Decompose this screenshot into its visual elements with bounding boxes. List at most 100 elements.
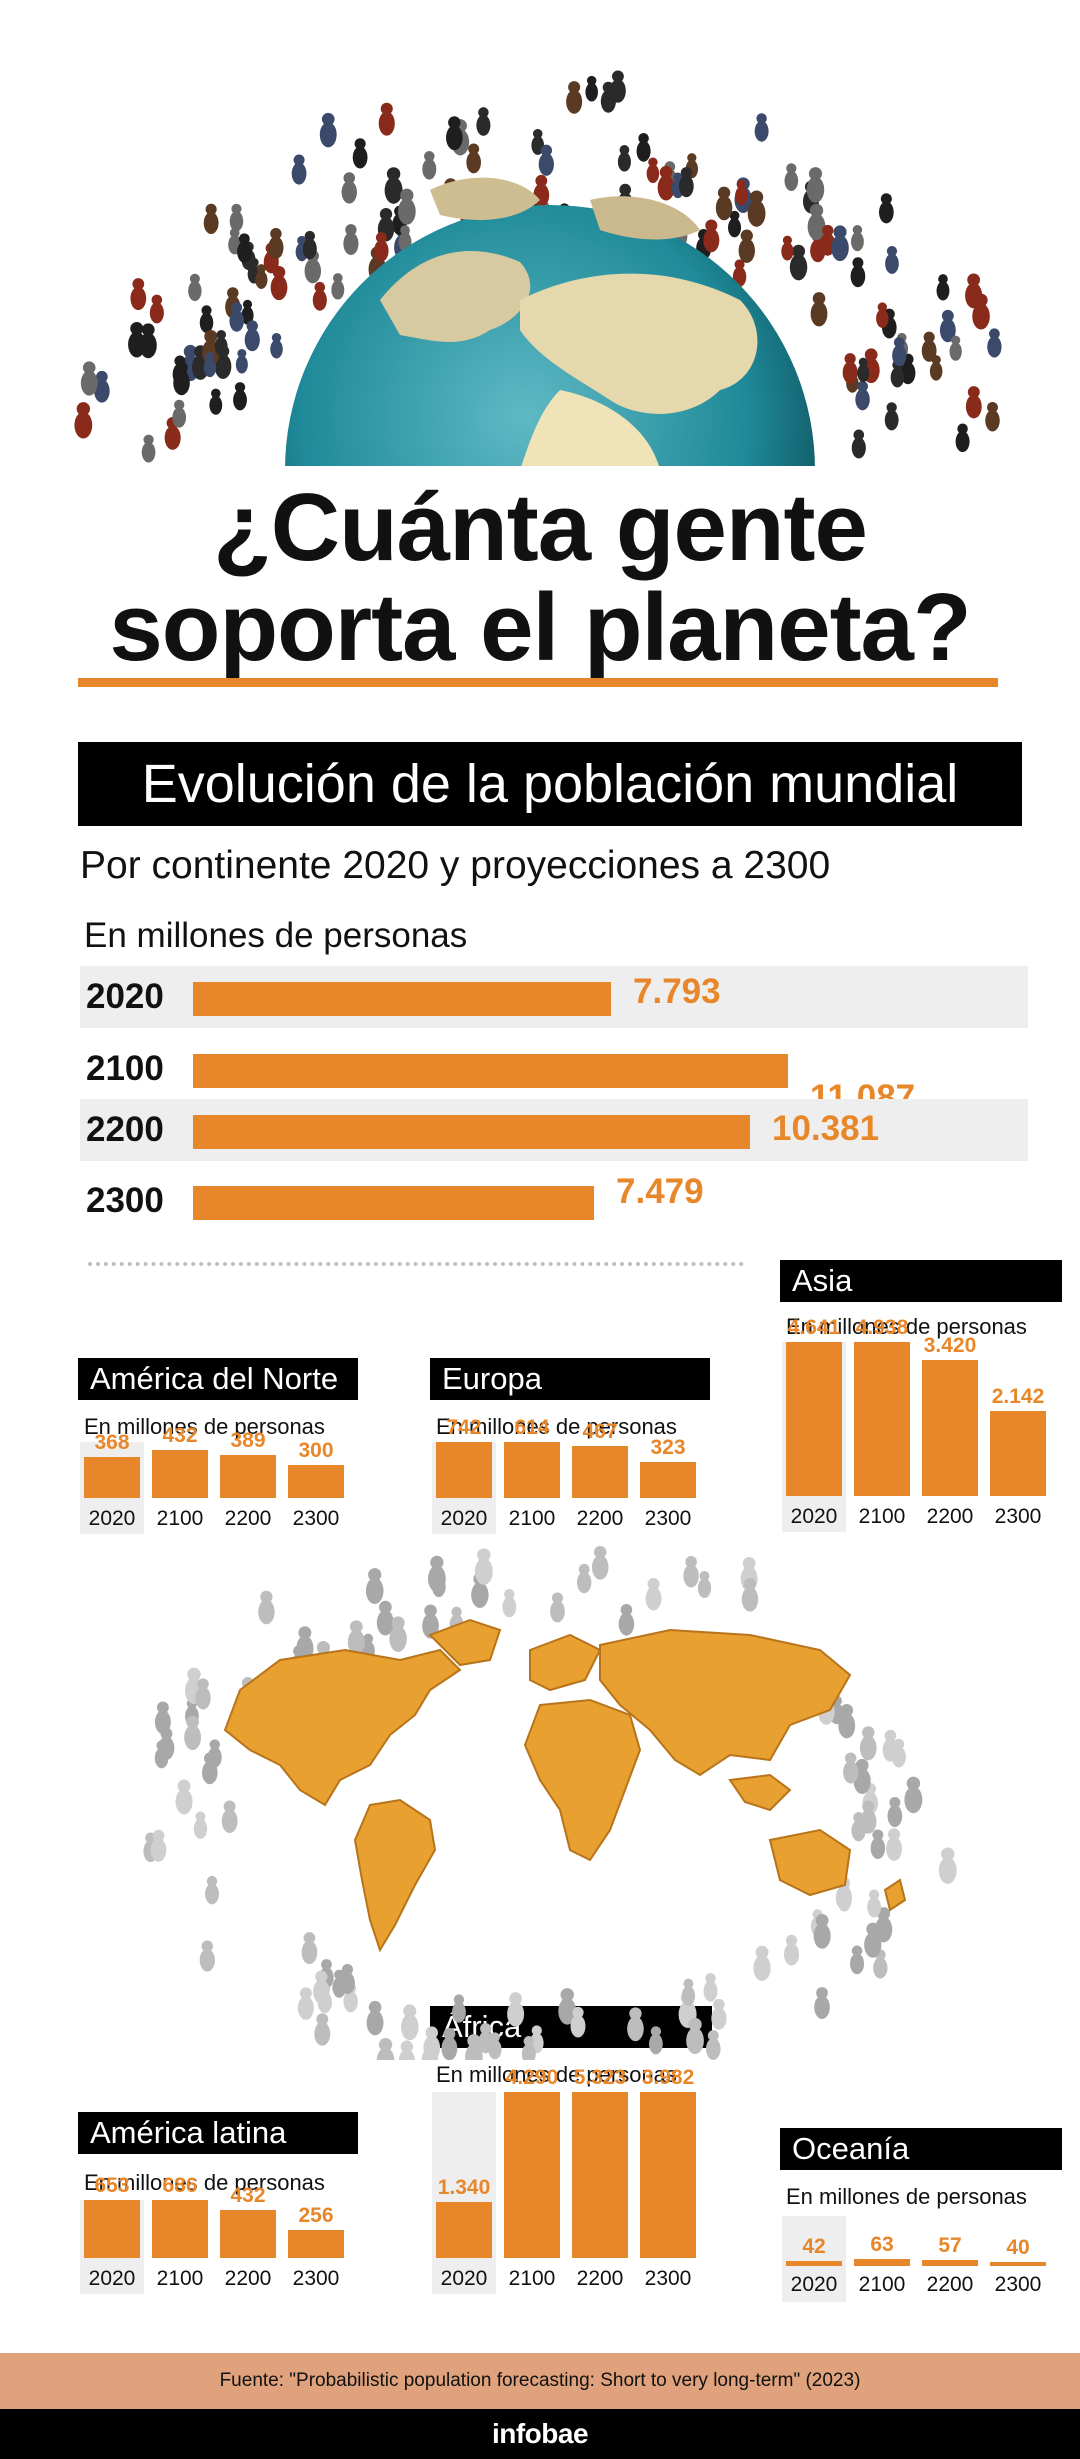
person-icon	[864, 1922, 882, 1958]
person-icon	[855, 380, 870, 411]
person-icon	[636, 132, 651, 162]
person-icon	[784, 163, 799, 192]
person-icon	[885, 246, 899, 274]
world-value-label: 10.381	[772, 1109, 880, 1148]
person-icon	[576, 1563, 592, 1594]
column-value-label: 4.290	[505, 2066, 559, 2089]
person-icon	[214, 329, 228, 356]
panel-unit-label: En millones de personas	[786, 1314, 1027, 1339]
person-icon	[301, 1932, 318, 1965]
person-icon	[891, 1738, 906, 1768]
person-icon	[985, 401, 1000, 432]
person-icon	[94, 370, 110, 403]
world-value-label: 7.479	[616, 1172, 704, 1211]
person-icon	[949, 335, 962, 361]
person-icon	[921, 331, 937, 362]
column-year-label: 2300	[994, 1505, 1042, 1528]
column-value-label: 653	[94, 2174, 130, 2197]
person-icon	[728, 210, 742, 238]
person-icon	[317, 1984, 332, 2014]
person-icon	[221, 1800, 238, 1833]
panel-europa: Europa En millones de personas 742 2020 614 2…	[430, 1358, 710, 1538]
column-value-label: 467	[582, 1420, 618, 1443]
column-value-label: 3.420	[923, 1334, 977, 1357]
person-icon	[184, 1715, 202, 1751]
person-icon	[476, 107, 491, 136]
person-icon	[703, 219, 720, 253]
world-bar	[193, 982, 611, 1016]
person-icon	[431, 1569, 446, 1598]
column-bar	[504, 2092, 560, 2258]
person-icon	[851, 429, 866, 459]
person-icon	[754, 113, 769, 142]
world-map-icon	[223, 1618, 907, 1953]
panel-title: América latina	[78, 2112, 358, 2154]
person-icon	[297, 1987, 314, 2020]
person-icon	[314, 2013, 331, 2046]
column-year-label: 2200	[926, 2273, 974, 2296]
person-icon	[618, 1604, 635, 1636]
person-icon	[130, 278, 147, 311]
person-icon	[965, 273, 983, 309]
person-icon	[446, 116, 463, 151]
person-icon	[302, 230, 317, 260]
person-icon	[237, 233, 252, 263]
column-year-label: 2200	[926, 1505, 974, 1528]
person-icon	[343, 224, 359, 256]
person-icon	[987, 328, 1002, 358]
person-icon	[886, 1828, 903, 1861]
person-icon	[465, 2034, 483, 2060]
panel-africa: ÁfricaEn millones de personas1.34020204.…	[430, 2006, 712, 2302]
person-icon	[703, 1973, 718, 2002]
person-icon	[850, 257, 866, 288]
column-bar	[436, 1442, 492, 1498]
person-icon	[617, 145, 631, 172]
column-year-label: 2100	[858, 2273, 906, 2296]
person-icon	[686, 2017, 704, 2054]
person-icon	[207, 1739, 222, 1768]
person-icon	[850, 1945, 865, 1975]
person-icon	[558, 1988, 577, 2025]
column-bar	[640, 2092, 696, 2258]
person-icon	[838, 1704, 856, 1739]
person-icon	[878, 193, 894, 224]
person-icon	[939, 309, 956, 343]
person-icon	[423, 2026, 441, 2060]
person-icon	[378, 102, 395, 136]
person-icon	[199, 305, 214, 333]
person-icon	[887, 1797, 903, 1828]
title-underline	[78, 678, 998, 687]
person-icon	[831, 225, 849, 262]
world-row-label: 2300	[86, 1181, 164, 1220]
person-icon	[466, 143, 481, 174]
person-icon	[955, 423, 970, 453]
person-icon	[789, 244, 808, 281]
panel-asia: Asia En millones de personas 4.641 2020 4.93…	[780, 1260, 1062, 1538]
person-icon	[347, 1620, 365, 1656]
person-icon	[843, 1752, 859, 1784]
brand-footer: infobae	[0, 2409, 1080, 2459]
person-icon	[892, 337, 907, 367]
person-icon	[747, 190, 766, 227]
person-icon	[738, 229, 755, 263]
person-icon	[352, 138, 368, 169]
person-icon	[873, 1949, 888, 1979]
world-value-label: 7.793	[633, 972, 721, 1011]
person-icon	[235, 348, 248, 374]
person-icon	[867, 1889, 882, 1918]
person-icon	[550, 1592, 565, 1623]
column-bar	[854, 2259, 910, 2266]
column-value-label: 368	[94, 1431, 130, 1454]
column-bar	[572, 2092, 628, 2258]
person-icon	[241, 299, 254, 325]
person-icon	[936, 274, 950, 301]
person-icon	[851, 225, 864, 252]
person-icon	[149, 294, 164, 324]
column-year-label: 2020	[790, 2273, 838, 2296]
person-icon	[366, 2000, 384, 2036]
world-row-2300: 2300 7.479	[80, 1170, 1028, 1232]
person-icon	[683, 1555, 699, 1588]
column-year-label: 2100	[508, 2267, 556, 2290]
column-bar	[220, 2210, 276, 2258]
subtitle: Por continente 2020 y proyecciones a 230…	[80, 844, 831, 887]
